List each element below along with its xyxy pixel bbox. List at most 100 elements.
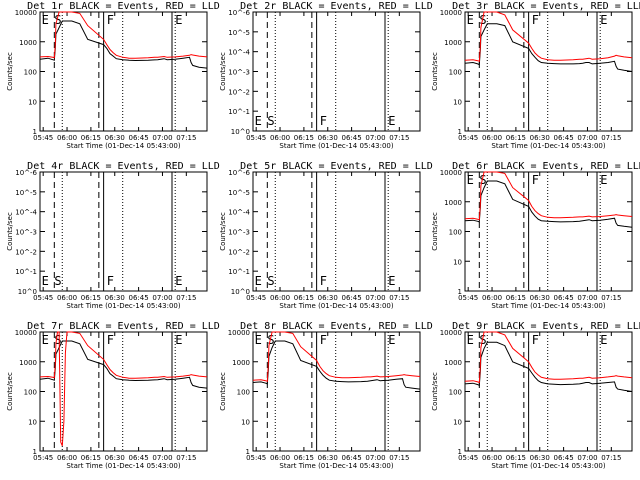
x-tick-label: 06:00 <box>57 454 77 462</box>
x-tick-label: 07:15 <box>601 134 621 142</box>
y-tick-label: 10^-1 <box>228 108 250 116</box>
y-tick-label: 1 <box>33 448 37 456</box>
y-tick-label: 10 <box>241 418 250 426</box>
y-tick-label: 1000 <box>232 359 250 367</box>
y-tick-label: 10^-2 <box>15 248 37 256</box>
series-lld <box>252 331 421 383</box>
series-lld <box>464 331 633 384</box>
y-tick-label: 10000 <box>440 329 462 337</box>
panel-title: Det 4r BLACK = Events, RED = LLD <box>27 161 220 172</box>
event-marker-label: E <box>42 333 49 347</box>
x-tick-label: 06:00 <box>482 134 502 142</box>
x-tick-label: 06:00 <box>270 294 290 302</box>
series-events <box>39 20 208 69</box>
x-tick-label: 05:45 <box>33 134 53 142</box>
y-tick-label: 1 <box>458 448 462 456</box>
y-tick-label: 10 <box>453 418 462 426</box>
y-tick-label: 100 <box>449 229 462 237</box>
y-tick-label: 10^-3 <box>228 229 250 237</box>
plot-frame <box>464 331 633 452</box>
y-axis-label: Counts/sec <box>431 212 439 251</box>
x-axis-label: Start Time (01-Dec-14 05:43:00) <box>491 142 605 150</box>
x-tick-label: 05:45 <box>246 134 266 142</box>
x-tick-label: 07:15 <box>389 294 409 302</box>
y-tick-label: 1000 <box>444 199 462 207</box>
x-tick-label: 06:30 <box>530 454 550 462</box>
series-lld <box>39 331 208 446</box>
y-tick-label: 10^-5 <box>15 189 37 197</box>
panel-title: Det 3r BLACK = Events, RED = LLD <box>452 1 640 12</box>
event-marker-label: E <box>175 274 182 288</box>
x-tick-label: 06:30 <box>105 134 125 142</box>
series-events <box>464 23 633 72</box>
x-tick-label: 05:45 <box>458 134 478 142</box>
x-tick-label: 06:00 <box>270 134 290 142</box>
y-tick-label: 10^-3 <box>15 229 37 237</box>
y-tick-label: 10 <box>453 98 462 106</box>
x-tick-label: 06:15 <box>81 294 101 302</box>
x-tick-label: 06:15 <box>506 294 526 302</box>
x-tick-label: 06:00 <box>270 454 290 462</box>
x-tick-label: 06:30 <box>318 134 338 142</box>
y-tick-label: 10^-6 <box>228 169 250 177</box>
event-marker-label: E <box>388 114 395 128</box>
panel-4r: Det 4r BLACK = Events, RED = LLD 05:45 06:… <box>6 161 220 310</box>
x-axis-label: Start Time (01-Dec-14 05:43:00) <box>66 142 180 150</box>
panel-title: Det 2r BLACK = Events, RED = LLD <box>240 1 433 12</box>
y-axis-label: Counts/sec <box>219 212 227 251</box>
x-tick-label: 06:30 <box>530 134 550 142</box>
x-tick-label: 07:15 <box>176 454 196 462</box>
series-lld <box>464 171 633 221</box>
y-tick-label: 10000 <box>440 9 462 17</box>
x-axis-label: Start Time (01-Dec-14 05:43:00) <box>279 462 393 470</box>
y-tick-label: 100 <box>449 69 462 77</box>
x-tick-label: 06:15 <box>294 294 314 302</box>
x-tick-label: 07:00 <box>365 294 385 302</box>
y-tick-label: 1000 <box>19 39 37 47</box>
x-tick-label: 06:00 <box>57 134 77 142</box>
y-tick-label: 10 <box>453 258 462 266</box>
event-marker-label: E <box>255 114 262 128</box>
y-tick-label: 10^-4 <box>228 209 250 217</box>
panel-5r: Det 5r BLACK = Events, RED = LLD 05:45 06:… <box>219 161 433 310</box>
y-tick-label: 10000 <box>228 329 250 337</box>
x-tick-label: 05:45 <box>458 454 478 462</box>
x-tick-label: 07:15 <box>389 134 409 142</box>
x-tick-label: 06:15 <box>294 134 314 142</box>
y-tick-label: 10 <box>28 98 37 106</box>
x-tick-label: 06:15 <box>294 454 314 462</box>
x-tick-label: 06:45 <box>342 134 362 142</box>
event-marker-label: F <box>107 333 114 347</box>
panel-title: Det 9r BLACK = Events, RED = LLD <box>452 321 640 332</box>
series-lld <box>39 11 208 59</box>
x-tick-label: 06:45 <box>554 134 574 142</box>
event-marker-label: E <box>255 274 262 288</box>
y-tick-label: 1 <box>33 128 37 136</box>
event-marker-label: E <box>255 333 262 347</box>
x-axis-label: Start Time (01-Dec-14 05:43:00) <box>491 302 605 310</box>
x-tick-label: 07:00 <box>577 134 597 142</box>
panel-8r: Det 8r BLACK = Events, RED = LLD 05:45 06:… <box>219 321 433 470</box>
series-events <box>252 340 421 390</box>
panel-2r: Det 2r BLACK = Events, RED = LLD 05:45 06:… <box>219 1 433 150</box>
y-tick-label: 10^0 <box>231 128 250 136</box>
event-marker-label: F <box>107 13 114 27</box>
y-tick-label: 10000 <box>15 329 37 337</box>
x-axis-label: Start Time (01-Dec-14 05:43:00) <box>279 302 393 310</box>
event-marker-label: E <box>467 333 474 347</box>
y-axis-label: Counts/sec <box>219 372 227 411</box>
event-marker-label: E <box>467 173 474 187</box>
event-marker-label: S <box>267 274 274 288</box>
y-tick-label: 1 <box>246 448 250 456</box>
y-tick-label: 100 <box>24 69 37 77</box>
y-axis-label: Counts/sec <box>6 212 14 251</box>
x-tick-label: 07:15 <box>601 294 621 302</box>
y-tick-label: 10 <box>28 418 37 426</box>
x-tick-label: 05:45 <box>246 294 266 302</box>
y-tick-label: 100 <box>237 389 250 397</box>
event-marker-label: S <box>54 274 61 288</box>
x-tick-label: 05:45 <box>33 454 53 462</box>
event-marker-label: E <box>175 333 182 347</box>
y-tick-label: 100 <box>24 389 37 397</box>
series-events <box>464 341 633 392</box>
